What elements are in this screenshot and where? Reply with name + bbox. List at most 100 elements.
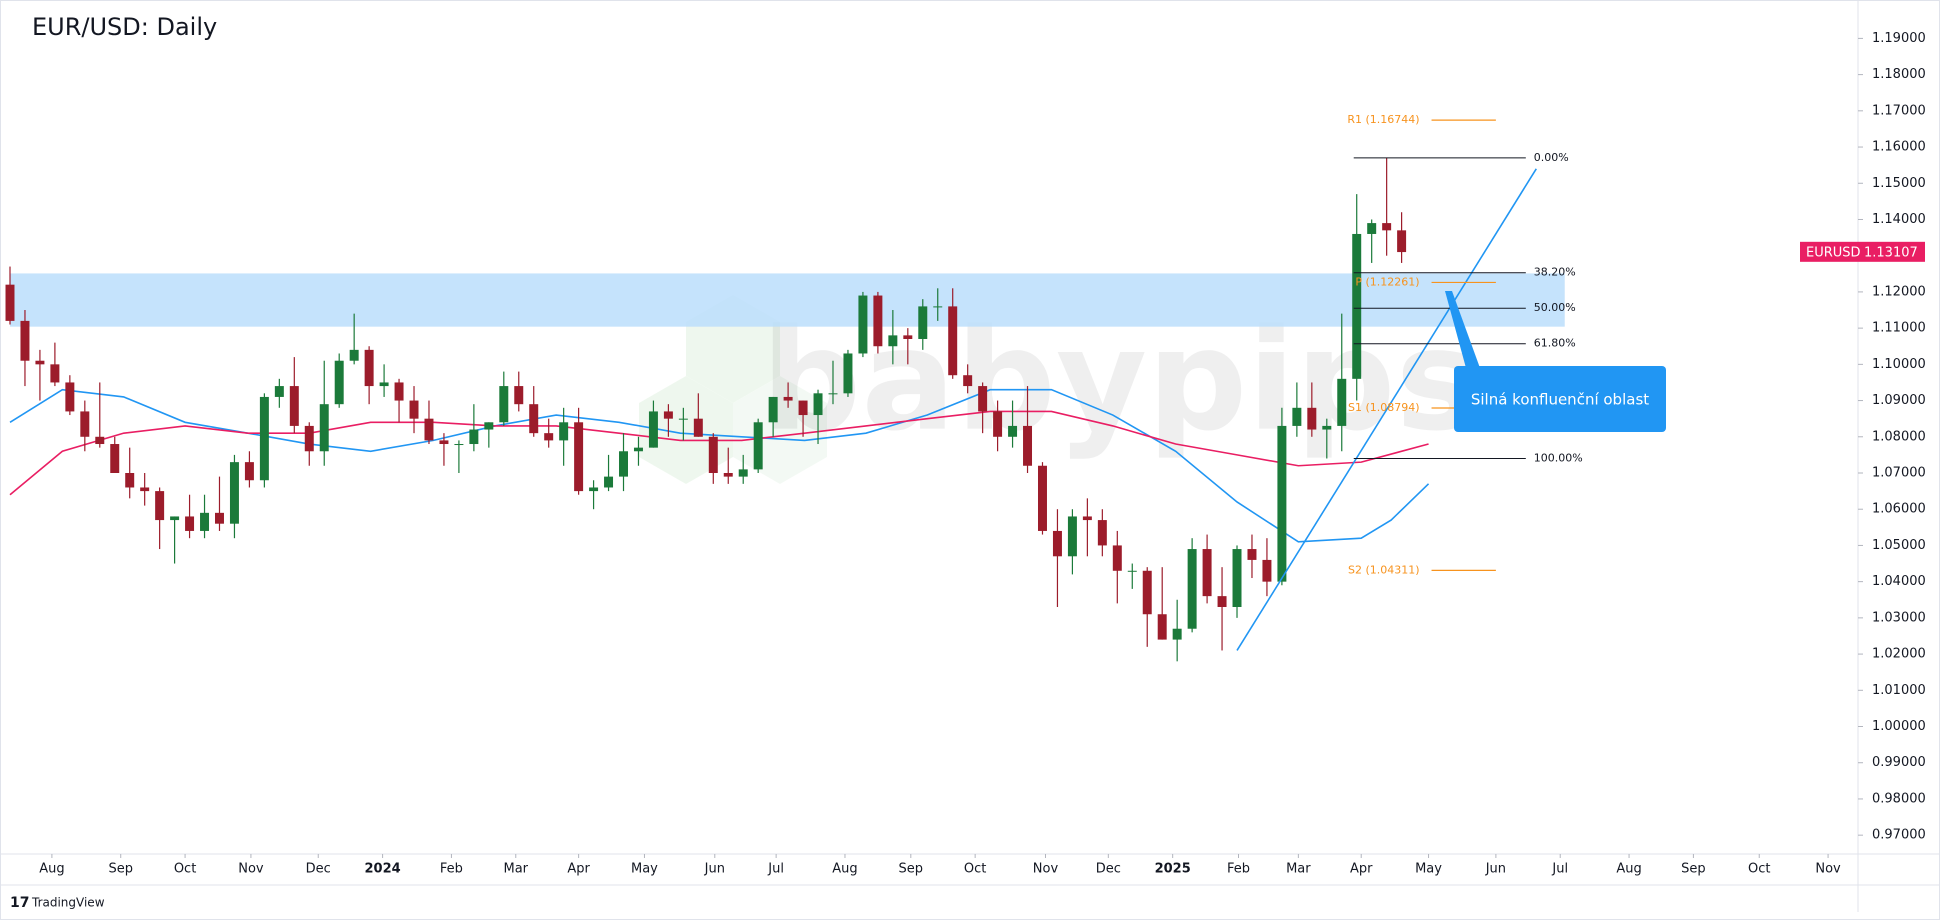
candle-body xyxy=(80,411,90,437)
y-tick-label: 1.07000 xyxy=(1872,465,1926,480)
x-tick-label: Sep xyxy=(108,862,133,877)
y-tick-label: 1.00000 xyxy=(1872,719,1926,734)
candle-body xyxy=(723,472,733,477)
candle-body xyxy=(1382,223,1392,231)
candle-body xyxy=(708,436,718,473)
candle-body xyxy=(364,349,374,387)
candle-body xyxy=(888,335,898,347)
x-tick-label: Jul xyxy=(767,862,784,877)
fib-label: 0.00% xyxy=(1534,151,1569,164)
candle-body xyxy=(215,512,224,524)
candle-body xyxy=(544,433,554,441)
candle-body xyxy=(1247,549,1257,560)
fib-label: 61.80% xyxy=(1534,337,1576,350)
x-tick-label: Jul xyxy=(1551,862,1568,877)
x-tick-label: Aug xyxy=(832,862,857,877)
candle-body xyxy=(349,349,359,361)
candle-body xyxy=(110,444,120,473)
candle-body xyxy=(514,386,524,405)
candle-body xyxy=(813,393,823,416)
candle-body xyxy=(289,386,299,426)
candle-body xyxy=(155,491,165,521)
candle-body xyxy=(1397,230,1407,253)
x-tick-label: Apr xyxy=(1350,862,1373,877)
pivot-label: S1 (1.08794) xyxy=(1348,401,1420,414)
price-tag xyxy=(1800,241,1925,262)
x-tick-label: Nov xyxy=(1033,862,1059,877)
y-tick-label: 1.12000 xyxy=(1872,284,1926,299)
y-tick-label: 1.19000 xyxy=(1872,31,1926,46)
fib-label: 38.20% xyxy=(1534,266,1576,279)
y-tick-label: 1.08000 xyxy=(1872,429,1926,444)
x-tick-label: Aug xyxy=(39,862,64,877)
candle-body xyxy=(20,320,30,361)
candle-body xyxy=(469,429,479,445)
candle-body xyxy=(65,382,75,412)
candle-body xyxy=(50,364,60,383)
pivot-label: P (1.12261) xyxy=(1355,275,1419,288)
candle-body xyxy=(559,422,569,441)
x-tick-label: Feb xyxy=(1227,862,1250,877)
support-zone xyxy=(10,273,1565,327)
candle-body xyxy=(678,418,688,420)
x-tick-label: Apr xyxy=(567,862,590,877)
candle-body xyxy=(873,295,883,347)
candle-body xyxy=(1037,465,1047,531)
candle-body xyxy=(633,447,643,452)
candle-body xyxy=(978,386,988,412)
y-tick-label: 1.09000 xyxy=(1872,393,1926,408)
candle-body xyxy=(454,444,464,446)
y-tick-label: 1.18000 xyxy=(1872,67,1926,82)
candle-body xyxy=(304,425,314,452)
price-tag-symbol: EURUSD xyxy=(1806,245,1861,260)
candle-body xyxy=(768,396,778,423)
candle-body xyxy=(918,306,928,339)
x-tick-label: Oct xyxy=(964,862,986,877)
candle-body xyxy=(1352,233,1362,379)
candle-body xyxy=(1232,549,1242,607)
candle-body xyxy=(140,487,150,492)
x-tick-label: Oct xyxy=(174,862,196,877)
x-tick-label: Feb xyxy=(440,862,463,877)
candle-body xyxy=(244,462,254,481)
candle-body xyxy=(5,284,15,321)
candle-body xyxy=(424,418,434,441)
candle-body xyxy=(1052,530,1062,557)
callout-pointer xyxy=(1445,291,1480,368)
y-tick-label: 1.16000 xyxy=(1872,140,1926,155)
fib-label: 50.00% xyxy=(1534,301,1576,314)
callout-text: Silná konfluenční oblast xyxy=(1471,391,1649,409)
candle-body xyxy=(1292,407,1302,426)
candle-body xyxy=(1307,407,1317,430)
candle-body xyxy=(993,411,1003,437)
candle-body xyxy=(933,306,943,308)
x-tick-label: May xyxy=(1415,862,1442,877)
candle-body xyxy=(1322,425,1332,430)
candle-body xyxy=(274,386,284,397)
candle-body xyxy=(589,487,599,492)
candle-body xyxy=(843,353,853,394)
candle-body xyxy=(1187,549,1197,629)
candle-body xyxy=(753,422,763,470)
footer-logo: 17 xyxy=(10,895,29,911)
candle-body xyxy=(604,476,614,488)
candle-body xyxy=(903,335,913,339)
y-tick-label: 1.04000 xyxy=(1872,574,1926,589)
pivot-label: S2 (1.04311) xyxy=(1348,563,1420,576)
chart-title: EUR/USD: Daily xyxy=(32,13,217,41)
x-tick-label: Dec xyxy=(1096,862,1121,877)
y-tick-label: 1.15000 xyxy=(1872,176,1926,191)
candle-body xyxy=(259,396,269,481)
candle-body xyxy=(663,411,673,419)
y-tick-label: 0.98000 xyxy=(1872,791,1926,806)
candle-body xyxy=(125,472,135,488)
candle-body xyxy=(693,418,703,437)
candle-body xyxy=(1067,516,1077,557)
candle-body xyxy=(798,400,808,416)
candle-body xyxy=(379,382,389,387)
candle-body xyxy=(439,440,449,445)
x-tick-label: Nov xyxy=(238,862,264,877)
x-tick-label: Sep xyxy=(899,862,924,877)
candle-body xyxy=(1127,570,1137,572)
